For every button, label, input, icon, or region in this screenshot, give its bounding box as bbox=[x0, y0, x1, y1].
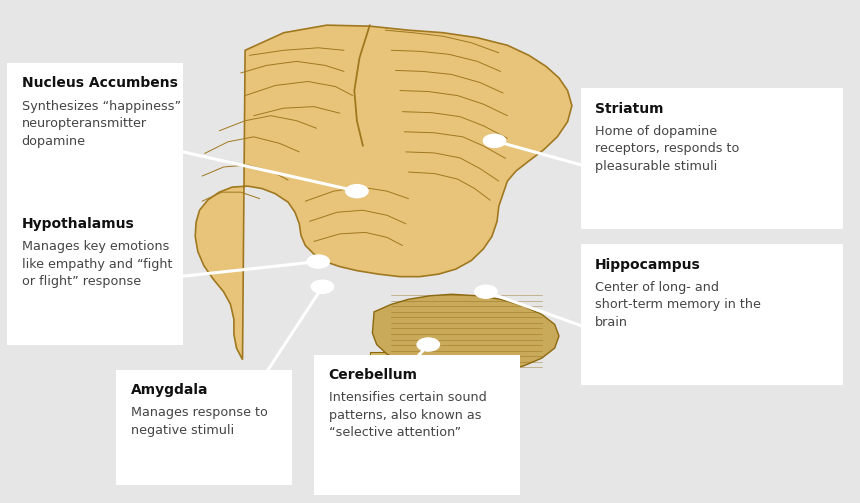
Text: Nucleus Accumbens: Nucleus Accumbens bbox=[22, 76, 177, 91]
Circle shape bbox=[311, 280, 334, 293]
Text: Manages key emotions
like empathy and “fight
or flight” response: Manages key emotions like empathy and “f… bbox=[22, 240, 172, 288]
Polygon shape bbox=[372, 294, 559, 373]
Text: Manages response to
negative stimuli: Manages response to negative stimuli bbox=[131, 406, 267, 437]
Circle shape bbox=[417, 338, 439, 351]
Text: Hypothalamus: Hypothalamus bbox=[22, 217, 134, 231]
Circle shape bbox=[483, 134, 506, 147]
FancyBboxPatch shape bbox=[7, 204, 183, 345]
Text: Center of long- and
short-term memory in the
brain: Center of long- and short-term memory in… bbox=[595, 281, 761, 328]
FancyBboxPatch shape bbox=[580, 88, 843, 229]
FancyBboxPatch shape bbox=[7, 63, 183, 204]
Circle shape bbox=[307, 255, 329, 268]
FancyBboxPatch shape bbox=[580, 244, 843, 385]
FancyBboxPatch shape bbox=[314, 355, 520, 495]
Circle shape bbox=[346, 185, 368, 198]
Text: Home of dopamine
receptors, responds to
pleasurable stimuli: Home of dopamine receptors, responds to … bbox=[595, 125, 740, 173]
Polygon shape bbox=[195, 25, 572, 360]
Polygon shape bbox=[370, 352, 391, 380]
Text: Striatum: Striatum bbox=[595, 102, 664, 116]
Text: Hippocampus: Hippocampus bbox=[595, 258, 701, 272]
Text: Amygdala: Amygdala bbox=[131, 383, 208, 397]
Circle shape bbox=[475, 285, 497, 298]
Text: Cerebellum: Cerebellum bbox=[329, 368, 417, 382]
Text: Intensifies certain sound
patterns, also known as
“selective attention”: Intensifies certain sound patterns, also… bbox=[329, 391, 486, 439]
Text: Synthesizes “happiness”
neuropteransmitter
dopamine: Synthesizes “happiness” neuropteransmitt… bbox=[22, 100, 181, 147]
FancyBboxPatch shape bbox=[116, 370, 292, 485]
